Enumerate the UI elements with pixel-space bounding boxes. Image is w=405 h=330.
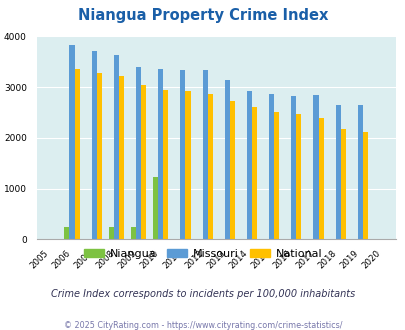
Bar <box>92 50 96 239</box>
Bar <box>158 69 163 239</box>
Text: © 2025 CityRating.com - https://www.cityrating.com/crime-statistics/: © 2025 CityRating.com - https://www.city… <box>64 321 341 330</box>
Bar <box>269 94 273 239</box>
Text: Niangua Property Crime Index: Niangua Property Crime Index <box>78 8 327 23</box>
Bar <box>335 105 340 239</box>
Legend: Niangua, Missouri, National: Niangua, Missouri, National <box>79 245 326 263</box>
Bar <box>96 73 102 239</box>
Bar <box>141 85 146 239</box>
Bar <box>296 115 301 239</box>
Bar <box>290 96 296 239</box>
Bar <box>202 70 207 239</box>
Bar <box>318 118 323 239</box>
Bar <box>136 67 141 239</box>
Text: Crime Index corresponds to incidents per 100,000 inhabitants: Crime Index corresponds to incidents per… <box>51 289 354 299</box>
Bar <box>246 91 252 239</box>
Bar <box>180 70 185 239</box>
Bar <box>229 101 234 239</box>
Bar <box>130 227 136 239</box>
Bar <box>185 91 190 239</box>
Bar <box>313 95 318 239</box>
Bar <box>340 129 345 239</box>
Bar <box>273 112 279 239</box>
Bar <box>224 81 229 239</box>
Bar <box>113 54 119 239</box>
Bar <box>207 94 212 239</box>
Bar <box>69 45 75 239</box>
Bar <box>119 76 124 239</box>
Bar <box>252 107 256 239</box>
Bar <box>357 105 362 239</box>
Bar <box>109 227 113 239</box>
Bar <box>362 132 367 239</box>
Bar <box>64 227 69 239</box>
Bar <box>163 89 168 239</box>
Bar <box>153 177 158 239</box>
Bar <box>75 69 79 239</box>
